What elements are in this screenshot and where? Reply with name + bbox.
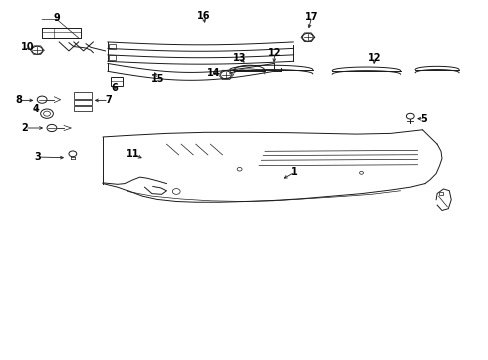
Text: 8: 8: [16, 95, 22, 105]
Text: 12: 12: [267, 48, 281, 58]
Text: 2: 2: [21, 123, 28, 133]
Text: 16: 16: [196, 12, 210, 22]
Text: 10: 10: [20, 42, 34, 52]
Text: 7: 7: [105, 95, 112, 105]
Bar: [111, 77, 122, 86]
Bar: [109, 55, 116, 60]
Text: 6: 6: [111, 83, 118, 93]
Bar: [74, 100, 92, 105]
Text: 11: 11: [125, 149, 139, 159]
Text: 1: 1: [291, 167, 298, 177]
Bar: [109, 44, 116, 49]
Text: 3: 3: [34, 152, 41, 162]
Text: 14: 14: [206, 68, 220, 78]
Bar: [438, 192, 443, 195]
Text: 15: 15: [151, 74, 164, 84]
Text: 9: 9: [53, 13, 60, 23]
Text: 12: 12: [367, 53, 381, 63]
Text: 4: 4: [32, 104, 39, 114]
Bar: [74, 107, 92, 111]
Bar: [74, 92, 92, 99]
Text: 13: 13: [232, 53, 246, 63]
Text: 17: 17: [305, 12, 318, 22]
Text: 5: 5: [420, 114, 427, 124]
